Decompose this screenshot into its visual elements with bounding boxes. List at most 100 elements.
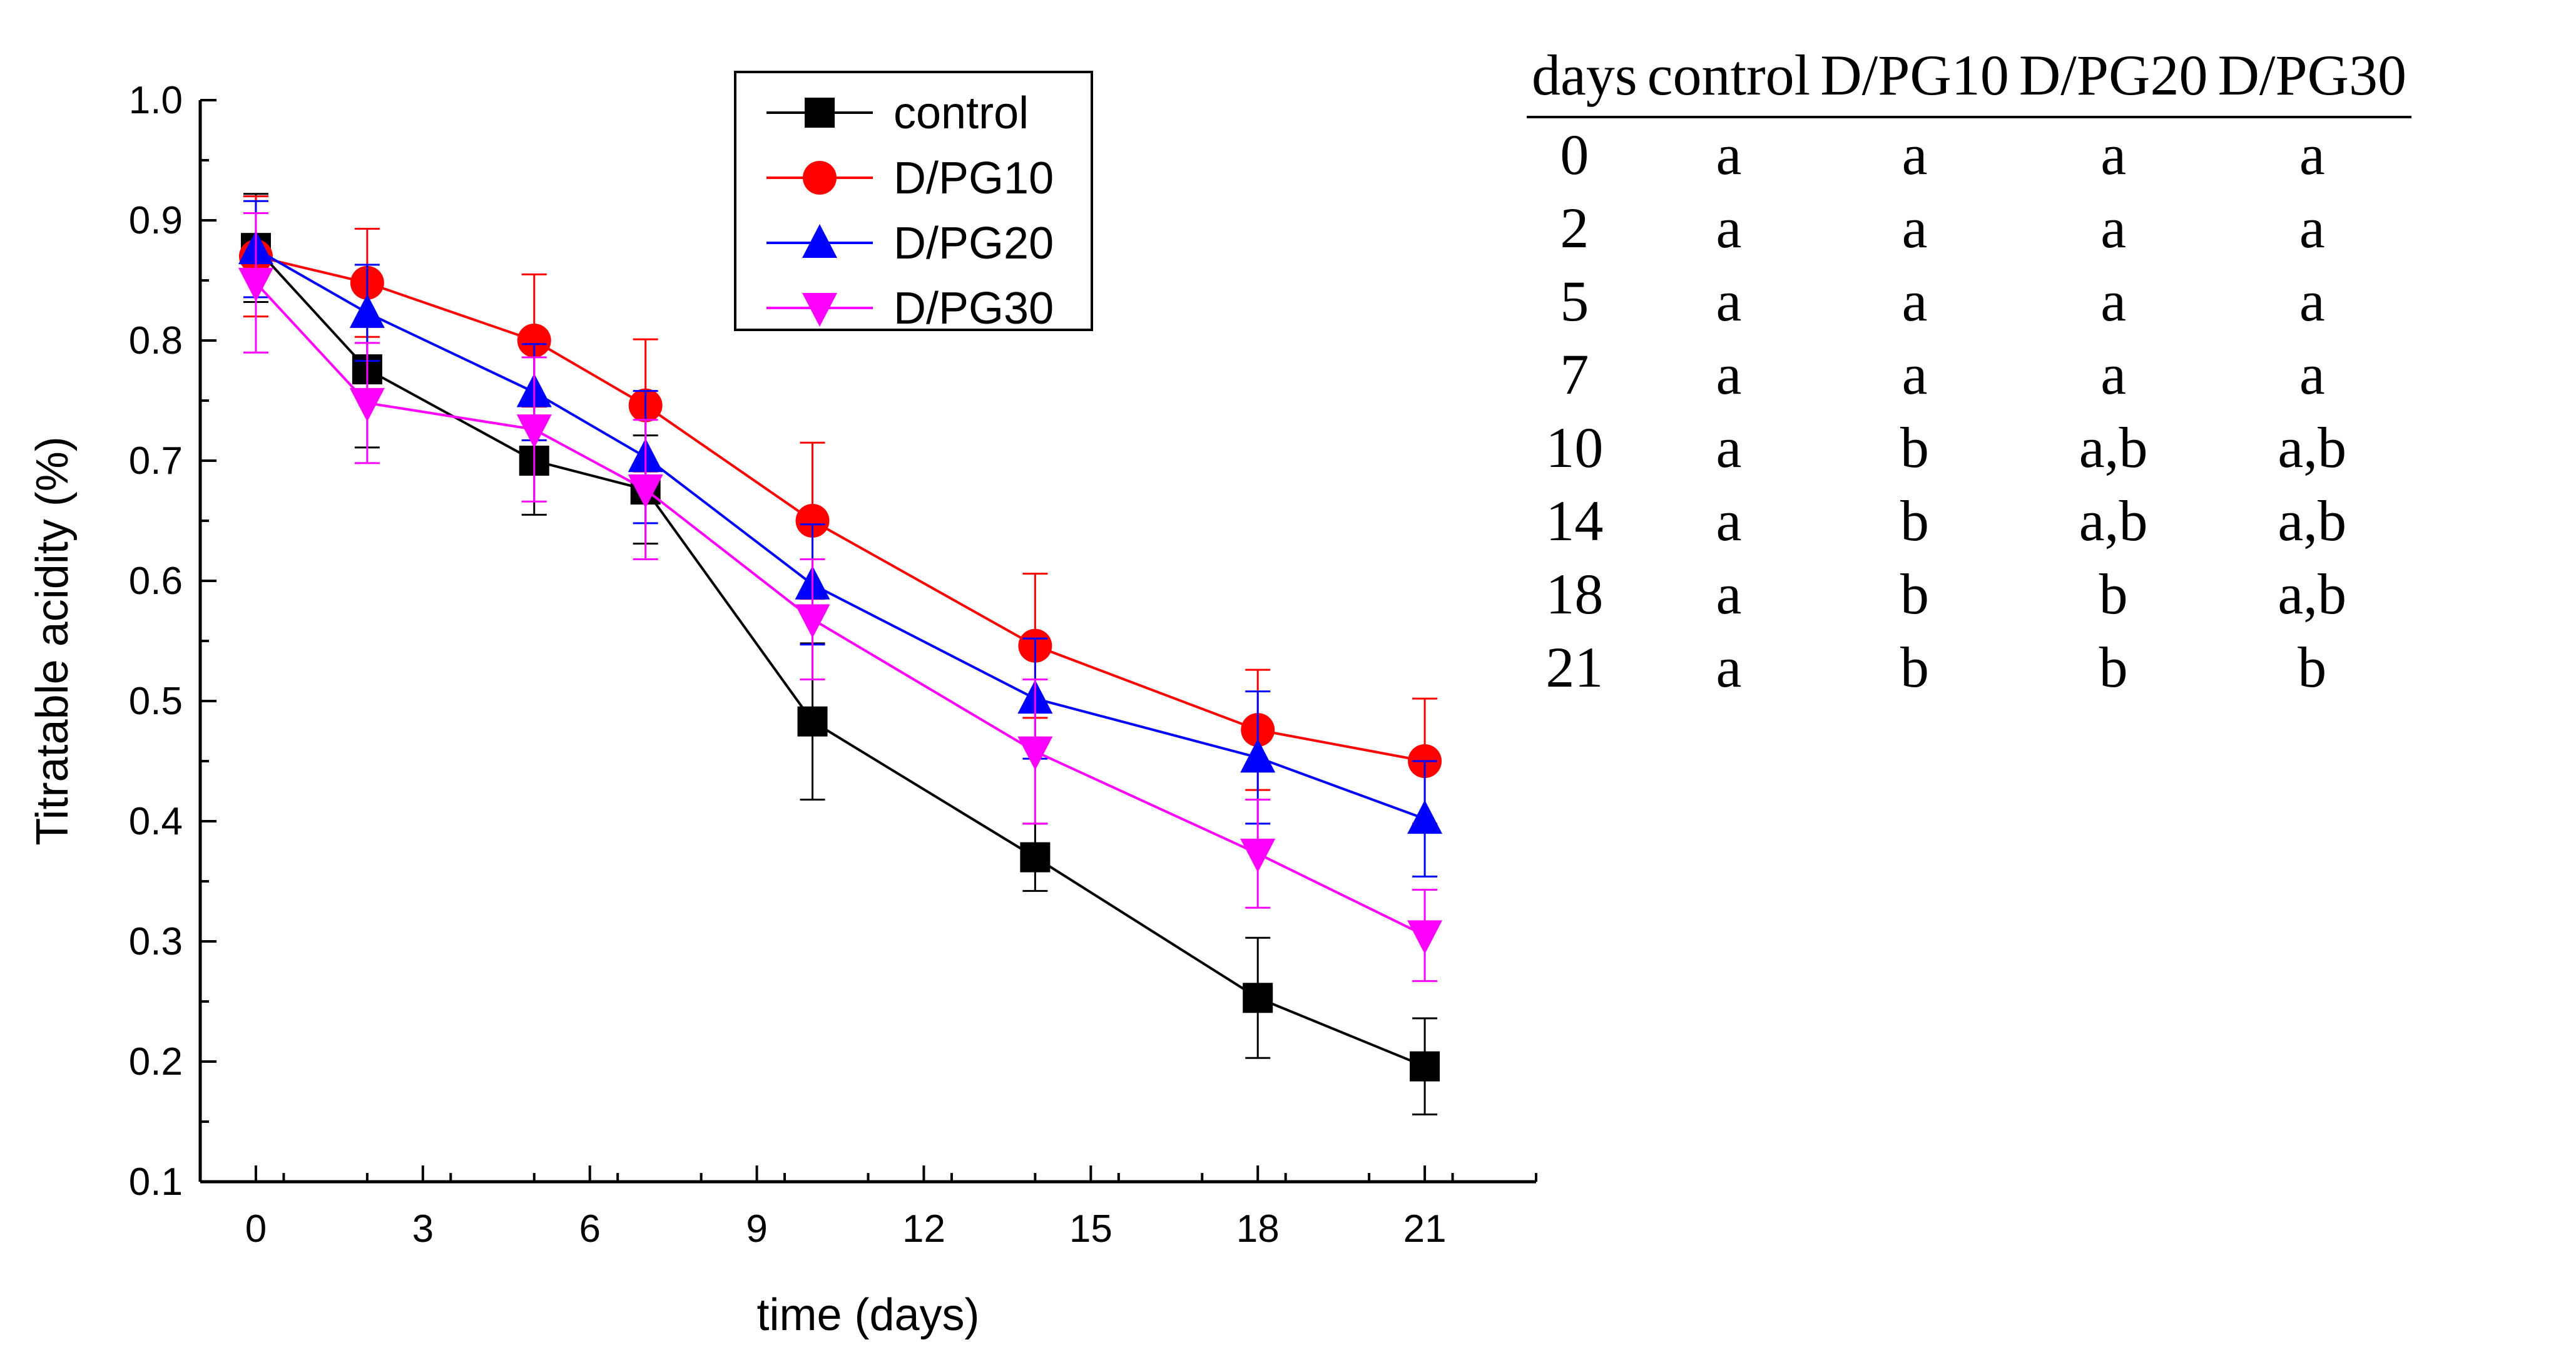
- significance-cell: a: [2100, 342, 2127, 407]
- column-header: D/PG20: [2019, 43, 2208, 107]
- legend-label: D/PG10: [893, 153, 1054, 203]
- series-line: [255, 247, 1425, 1068]
- series-line: [255, 255, 1425, 762]
- legend-marker: [805, 98, 835, 128]
- significance-cell: a,b: [2278, 562, 2347, 627]
- x-tick-label: 18: [1236, 1207, 1280, 1251]
- significance-cell: a: [2100, 269, 2127, 334]
- data-point: [1407, 800, 1443, 834]
- x-tick-label: 6: [579, 1207, 600, 1251]
- series-control: [240, 193, 1440, 1115]
- day-cell: 21: [1545, 635, 1604, 700]
- table-row: 7 a a a a: [1527, 338, 2411, 411]
- significance-cell: a: [1901, 123, 1928, 187]
- data-point: [1410, 1051, 1440, 1082]
- legend-marker: [803, 161, 837, 195]
- table-row: 21 a b b b: [1527, 631, 2411, 704]
- significance-cell: a: [1716, 489, 1742, 553]
- y-tick-label: 0.8: [129, 319, 183, 362]
- legend-box: [734, 71, 1093, 331]
- x-tick-label: 12: [902, 1207, 945, 1251]
- significance-cell: a: [1716, 123, 1742, 187]
- series-line: [255, 248, 1425, 821]
- day-cell: 14: [1545, 489, 1604, 553]
- significance-cell: a,b: [2079, 489, 2148, 553]
- x-axis-title: time (days): [756, 1290, 979, 1340]
- significance-cell: a: [2100, 196, 2127, 260]
- significance-cell: a: [1716, 342, 1742, 407]
- data-point: [795, 604, 830, 638]
- data-point: [1240, 739, 1276, 773]
- table-row: 14 a b a,b a,b: [1527, 484, 2411, 558]
- table-row: 18 a b b a,b: [1527, 558, 2411, 631]
- significance-cell: a: [1716, 635, 1742, 700]
- x-tick-label: 0: [245, 1207, 267, 1251]
- column-header: D/PG30: [2217, 43, 2407, 107]
- y-tick-label: 0.3: [129, 920, 183, 963]
- significance-cell: a: [1901, 196, 1928, 260]
- significance-cell: a: [1716, 269, 1742, 334]
- data-point: [628, 474, 663, 509]
- data-point: [349, 294, 385, 328]
- y-tick-label: 0.5: [129, 680, 183, 723]
- significance-cell: b: [1900, 489, 1930, 553]
- significance-cell: b: [2298, 635, 2327, 700]
- data-point: [1407, 920, 1443, 955]
- column-header: days: [1532, 43, 1637, 107]
- data-point: [1020, 842, 1051, 873]
- y-tick-label: 0.2: [129, 1040, 183, 1083]
- significance-cell: b: [2099, 562, 2128, 627]
- column-header: control: [1647, 43, 1811, 107]
- day-cell: 10: [1545, 416, 1604, 480]
- table-header-row: days control D/PG10 D/PG20 D/PG30: [1527, 43, 2412, 118]
- table-row: 0 a a a a: [1527, 117, 2411, 192]
- data-point: [1240, 838, 1276, 873]
- y-tick-label: 0.9: [129, 199, 183, 242]
- table-body: 0 a a a a 2 a a a a 5 a a a a 7 a a a a 10 a b a,b a,b 14 a b a,b a,b…: [1527, 117, 2411, 704]
- day-cell: 5: [1560, 269, 1589, 334]
- data-point: [1017, 736, 1053, 771]
- table-header: days control D/PG10 D/PG20 D/PG30: [1527, 43, 2412, 118]
- significance-cell: a: [1716, 562, 1742, 627]
- legend-label: D/PG20: [893, 218, 1054, 269]
- x-tick-label: 15: [1069, 1207, 1112, 1251]
- table-row: 2 a a a a: [1527, 192, 2411, 265]
- significance-cell: b: [1900, 562, 1930, 627]
- significance-cell: a: [1901, 342, 1928, 407]
- legend-marker: [802, 224, 837, 258]
- day-cell: 7: [1560, 342, 1589, 407]
- significance-cell: a: [2299, 123, 2325, 187]
- data-point: [349, 387, 385, 422]
- significance-cell: a,b: [2278, 489, 2347, 553]
- data-point: [795, 504, 830, 538]
- series-d-pg30: [238, 212, 1443, 982]
- day-cell: 0: [1560, 123, 1589, 187]
- legend: control D/PG10 D/PG20 D/PG30: [734, 71, 1093, 334]
- data-point: [1243, 983, 1273, 1013]
- significance-cell: a: [1716, 416, 1742, 480]
- data-point: [516, 414, 552, 449]
- legend-marker: [802, 293, 837, 327]
- data-point: [797, 706, 828, 737]
- y-tick-label: 1.0: [129, 79, 183, 122]
- significance-cell: a,b: [2079, 416, 2148, 480]
- significance-cell: a: [2100, 123, 2127, 187]
- significance-cell: a: [1716, 196, 1742, 260]
- y-tick-label: 0.6: [129, 560, 183, 603]
- significance-cell: a: [2299, 269, 2325, 334]
- x-tick-label: 3: [412, 1207, 434, 1251]
- significance-cell: b: [2099, 635, 2128, 700]
- data-point: [517, 324, 551, 357]
- table-row: 5 a a a a: [1527, 265, 2411, 338]
- significance-cell: a: [2299, 196, 2325, 260]
- y-tick-label: 0.7: [129, 439, 183, 483]
- column-header: D/PG10: [1820, 43, 2009, 107]
- day-cell: 18: [1545, 562, 1604, 627]
- data-point: [238, 267, 273, 302]
- significance-cell: a: [1901, 269, 1928, 334]
- significance-cell: b: [1900, 416, 1930, 480]
- series-line: [255, 282, 1425, 937]
- significance-cell: a,b: [2278, 416, 2347, 480]
